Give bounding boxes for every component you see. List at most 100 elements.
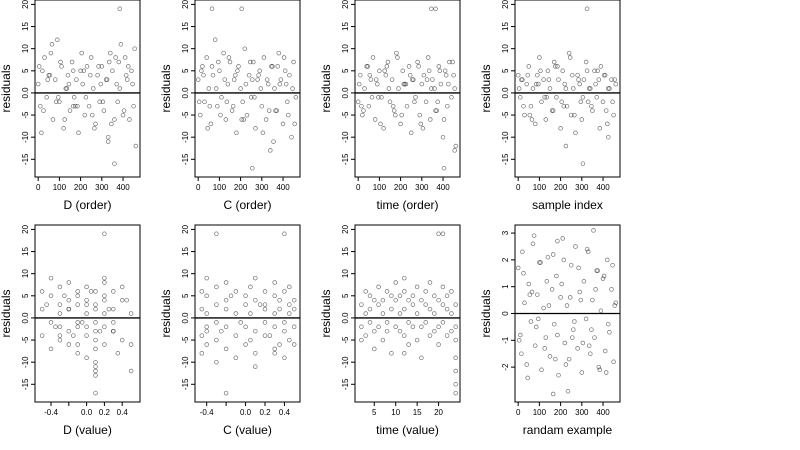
data-point xyxy=(207,103,213,109)
data-point xyxy=(573,130,578,136)
data-point xyxy=(359,337,364,343)
data-point xyxy=(214,302,219,307)
data-point xyxy=(111,320,116,325)
y-tick-label: -10 xyxy=(181,356,190,368)
data-point xyxy=(601,72,607,78)
data-point xyxy=(74,77,79,82)
data-point xyxy=(376,284,381,290)
data-point xyxy=(423,289,428,294)
data-point xyxy=(267,333,273,338)
y-tick-label: 20 xyxy=(21,224,30,233)
data-point xyxy=(253,297,258,303)
data-point xyxy=(547,86,553,91)
data-point xyxy=(66,280,72,285)
data-point xyxy=(402,333,407,338)
data-point xyxy=(544,279,550,284)
data-point xyxy=(201,72,206,78)
data-point xyxy=(291,324,297,330)
data-point xyxy=(532,121,538,127)
data-point xyxy=(246,72,252,78)
data-point xyxy=(93,306,98,312)
data-point xyxy=(393,112,398,118)
data-point xyxy=(113,55,118,60)
data-point xyxy=(228,293,234,299)
data-point xyxy=(123,72,129,78)
data-point xyxy=(440,302,446,307)
data-point xyxy=(84,284,89,290)
data-point xyxy=(272,324,277,330)
y-tick-label: -15 xyxy=(501,153,510,165)
data-point xyxy=(52,77,58,82)
data-point xyxy=(111,289,116,294)
data-point xyxy=(444,333,450,338)
data-point xyxy=(609,77,614,82)
data-point xyxy=(57,324,63,330)
data-point xyxy=(242,46,248,51)
x-tick-label: 0 xyxy=(516,183,521,192)
data-point xyxy=(453,368,458,374)
data-point xyxy=(227,59,233,65)
x-axis-label: C (value) xyxy=(223,423,272,437)
data-point xyxy=(564,303,570,308)
data-point xyxy=(233,333,239,338)
data-point xyxy=(121,108,127,113)
data-point xyxy=(379,95,384,100)
y-tick-label: -10 xyxy=(181,131,190,143)
data-point xyxy=(406,320,411,325)
data-point xyxy=(84,64,90,69)
data-point xyxy=(132,46,137,51)
data-point xyxy=(429,6,434,12)
y-tick-label: -2 xyxy=(501,363,510,371)
data-point xyxy=(606,86,611,91)
data-point xyxy=(372,328,377,334)
data-point xyxy=(561,103,567,109)
data-point xyxy=(592,335,597,340)
data-point xyxy=(586,343,592,348)
data-point xyxy=(572,112,577,118)
data-point xyxy=(440,284,446,290)
x-tick-label: 400 xyxy=(596,408,610,417)
data-point xyxy=(446,81,451,87)
data-point xyxy=(433,108,438,113)
data-point xyxy=(611,359,616,365)
data-point xyxy=(539,367,544,373)
data-point xyxy=(367,293,373,299)
data-point xyxy=(408,130,414,136)
data-point xyxy=(265,81,271,87)
data-point xyxy=(420,126,426,131)
data-point xyxy=(383,72,389,78)
plot-frame xyxy=(354,224,461,403)
y-tick-label: 0.0 xyxy=(21,87,30,99)
data-point xyxy=(93,390,98,396)
data-point xyxy=(453,302,458,307)
data-point xyxy=(590,108,595,113)
data-point xyxy=(356,81,362,87)
data-point xyxy=(262,289,268,294)
data-point xyxy=(427,333,433,338)
data-point xyxy=(568,112,574,118)
x-tick-label: 100 xyxy=(533,408,547,417)
data-point xyxy=(520,249,525,255)
data-point xyxy=(213,86,219,91)
data-point xyxy=(410,302,416,307)
data-point xyxy=(595,268,600,273)
data-point xyxy=(387,99,393,105)
data-point xyxy=(282,231,287,237)
data-point xyxy=(87,72,93,78)
x-tick-label: 100 xyxy=(373,183,387,192)
data-point xyxy=(452,148,457,153)
data-point xyxy=(272,293,277,299)
data-point xyxy=(438,81,444,87)
data-point xyxy=(564,103,570,109)
data-point xyxy=(612,77,617,82)
data-point xyxy=(102,280,107,285)
data-point xyxy=(291,297,297,303)
scatter-points xyxy=(515,6,619,166)
data-point xyxy=(97,99,102,105)
data-point xyxy=(248,95,254,100)
y-tick-label: 15 xyxy=(341,247,350,256)
data-point xyxy=(75,302,80,307)
data-point xyxy=(416,64,421,69)
data-point xyxy=(229,108,235,113)
data-point xyxy=(93,368,98,374)
